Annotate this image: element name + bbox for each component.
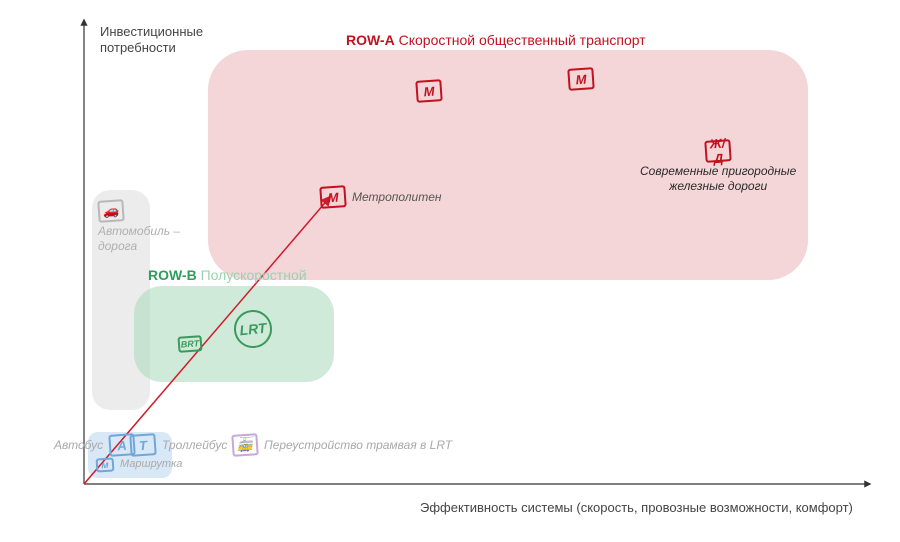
node-label: Автомобиль – дорога: [98, 224, 180, 254]
transport-icon: 🚋: [231, 433, 258, 457]
region-label-row-a: ROW-A Скоростной общественный транспорт: [346, 32, 646, 48]
node-brt: BRT: [178, 336, 202, 352]
row-a-code: ROW-A: [346, 32, 395, 48]
row-b-text: Полускоростной: [197, 267, 307, 283]
node-metro_center: М Метрополитен: [320, 186, 441, 208]
transport-icon: М: [319, 185, 346, 209]
transport-icon: BRT: [177, 335, 202, 353]
node-avtobus: АвтобусА: [54, 434, 135, 456]
transport-icon: М: [415, 79, 442, 103]
transport-icon: м: [96, 457, 115, 472]
node-metro_top2: М: [568, 68, 594, 90]
transport-icon: Т: [129, 433, 156, 457]
chart-canvas: ROW-A Скоростной общественный транспорт …: [0, 0, 900, 542]
node-trolleybus: Т Троллейбус: [130, 434, 227, 456]
node-label: Современные пригородные железные дороги: [640, 164, 796, 194]
node-auto: 🚗Автомобиль – дорога: [98, 200, 180, 254]
row-a-text: Скоростной общественный транспорт: [395, 32, 646, 48]
transport-icon: 🚗: [97, 199, 124, 223]
y-axis-label: Инвестиционные потребности: [100, 24, 203, 57]
node-rail: Ж/ДСовременные пригородные железные доро…: [640, 140, 796, 194]
node-label: Переустройство трамвая в LRT: [264, 438, 452, 453]
node-label: Троллейбус: [162, 438, 227, 453]
node-label: Маршрутка: [120, 458, 182, 472]
node-lrt: LRT: [234, 310, 272, 348]
node-tram_lrt: 🚋 Переустройство трамвая в LRT: [232, 434, 452, 456]
node-label: Автобус: [54, 438, 103, 453]
node-marshrutka: м Маршрутка: [96, 458, 182, 472]
node-label: Метрополитен: [352, 190, 441, 205]
transport-icon: LRT: [232, 308, 274, 350]
x-axis-label: Эффективность системы (скорость, провозн…: [420, 500, 853, 515]
transport-icon: Ж/Д: [704, 139, 731, 163]
row-b-code: ROW-B: [148, 267, 197, 283]
node-metro_top1: М: [416, 80, 442, 102]
transport-icon: М: [567, 67, 594, 91]
region-label-row-b: ROW-B Полускоростной: [148, 267, 307, 283]
